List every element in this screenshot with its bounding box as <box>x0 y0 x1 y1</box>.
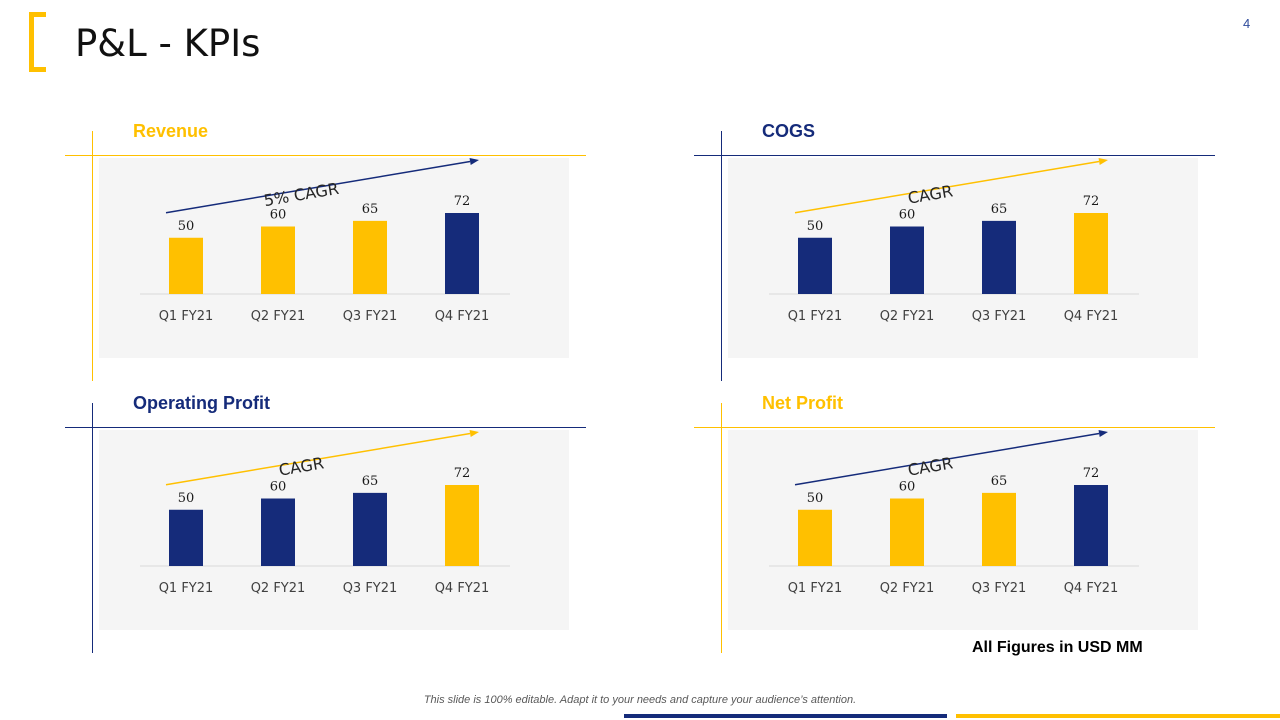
net-profit-bar-chart: 50 Q1 FY21 60 Q2 FY21 65 Q3 FY21 72 Q4 FY21 CAGR <box>769 430 1139 596</box>
bar-value-label: 60 <box>270 480 287 495</box>
bar-value-label: 65 <box>991 202 1008 217</box>
bar-1 <box>169 509 203 566</box>
bar-value-label: 60 <box>899 480 916 495</box>
bar-2 <box>261 498 295 566</box>
x-tick-label: Q4 FY21 <box>435 581 490 596</box>
cagr-trend-arrow <box>165 432 471 486</box>
page-title: P&L - KPIs <box>75 22 261 65</box>
net-profit-chart-panel: Net Profit 50 Q1 FY21 60 Q2 FY21 65 Q3 FY21 72… <box>694 393 1224 673</box>
panel-divider-horizontal <box>65 155 586 156</box>
bar-value-label: 65 <box>362 202 379 217</box>
operating-profit-chart-panel: Operating Profit 50 Q1 FY21 60 Q2 FY21 65 Q3 … <box>65 393 595 673</box>
x-tick-label: Q3 FY21 <box>972 309 1027 324</box>
operating-profit-bar-chart: 50 Q1 FY21 60 Q2 FY21 65 Q3 FY21 72 Q4 FY21 CAGR <box>140 430 510 596</box>
bar-3 <box>353 492 387 566</box>
revenue-chart-panel: Revenue 50 Q1 FY21 60 Q2 FY21 65 Q3 FY21 72 Q4 … <box>65 121 595 401</box>
x-tick-label: Q4 FY21 <box>1064 309 1119 324</box>
bar-2 <box>261 226 295 294</box>
panel-divider-vertical <box>721 131 722 381</box>
cagr-arrowhead <box>1098 430 1108 437</box>
footer-accent-bar-navy <box>624 714 947 718</box>
bar-2 <box>890 498 924 566</box>
units-note: All Figures in USD MM <box>972 639 1143 656</box>
title-bracket-accent <box>29 12 46 72</box>
chart-title: Operating Profit <box>133 393 271 413</box>
cagr-arrowhead <box>1098 158 1108 165</box>
cagr-trend-arrow <box>794 432 1100 486</box>
bar-value-label: 72 <box>454 466 471 481</box>
x-tick-label: Q1 FY21 <box>159 309 214 324</box>
page-number: 4 <box>1243 16 1251 31</box>
bar-4 <box>445 213 479 294</box>
footer-note: This slide is 100% editable. Adapt it to… <box>423 694 857 706</box>
revenue-bar-chart: 50 Q1 FY21 60 Q2 FY21 65 Q3 FY21 72 Q4 FY21 5% C… <box>140 158 510 324</box>
bar-1 <box>798 237 832 294</box>
bar-1 <box>798 509 832 566</box>
x-tick-label: Q2 FY21 <box>880 309 935 324</box>
cagr-arrowhead <box>469 430 479 437</box>
bar-value-label: 50 <box>807 491 824 506</box>
x-tick-label: Q1 FY21 <box>788 581 843 596</box>
x-tick-label: Q4 FY21 <box>1064 581 1119 596</box>
bar-3 <box>982 220 1016 294</box>
bar-3 <box>982 492 1016 566</box>
bar-value-label: 65 <box>991 474 1008 489</box>
bar-2 <box>890 226 924 294</box>
x-tick-label: Q3 FY21 <box>343 581 398 596</box>
chart-title: Net Profit <box>762 393 843 413</box>
x-tick-label: Q1 FY21 <box>159 581 214 596</box>
bar-value-label: 60 <box>899 208 916 223</box>
x-tick-label: Q3 FY21 <box>343 309 398 324</box>
panel-divider-vertical <box>92 131 93 381</box>
cagr-label: 5% CAGR <box>262 179 340 210</box>
cagr-trend-arrow <box>794 160 1100 214</box>
bar-value-label: 50 <box>178 491 195 506</box>
bar-value-label: 72 <box>1083 194 1100 209</box>
cagr-label: CAGR <box>906 453 954 479</box>
x-tick-label: Q2 FY21 <box>251 581 306 596</box>
bar-4 <box>1074 213 1108 294</box>
footer-accent-bar-gold <box>956 714 1280 718</box>
cogs-chart-panel: COGS 50 Q1 FY21 60 Q2 FY21 65 Q3 FY21 72 Q4 FY2… <box>694 121 1224 401</box>
panel-divider-horizontal <box>694 155 1215 156</box>
chart-title: Revenue <box>133 121 209 141</box>
x-tick-label: Q4 FY21 <box>435 309 490 324</box>
panel-divider-horizontal <box>65 427 586 428</box>
panel-divider-vertical <box>92 403 93 653</box>
cagr-label: CAGR <box>277 453 325 479</box>
bar-4 <box>445 485 479 566</box>
x-tick-label: Q2 FY21 <box>251 309 306 324</box>
cagr-trend-arrow <box>165 160 471 214</box>
bar-value-label: 60 <box>270 208 287 223</box>
chart-title: COGS <box>762 121 816 141</box>
cagr-label: CAGR <box>906 181 954 207</box>
cogs-bar-chart: 50 Q1 FY21 60 Q2 FY21 65 Q3 FY21 72 Q4 FY21 CAGR <box>769 158 1139 324</box>
bar-value-label: 50 <box>807 219 824 234</box>
bar-value-label: 50 <box>178 219 195 234</box>
bar-1 <box>169 237 203 294</box>
bar-4 <box>1074 485 1108 566</box>
panel-divider-vertical <box>721 403 722 653</box>
panel-divider-horizontal <box>694 427 1215 428</box>
cagr-arrowhead <box>469 158 479 165</box>
bar-value-label: 72 <box>454 194 471 209</box>
bar-value-label: 72 <box>1083 466 1100 481</box>
x-tick-label: Q2 FY21 <box>880 581 935 596</box>
bar-value-label: 65 <box>362 474 379 489</box>
bar-3 <box>353 220 387 294</box>
x-tick-label: Q1 FY21 <box>788 309 843 324</box>
x-tick-label: Q3 FY21 <box>972 581 1027 596</box>
